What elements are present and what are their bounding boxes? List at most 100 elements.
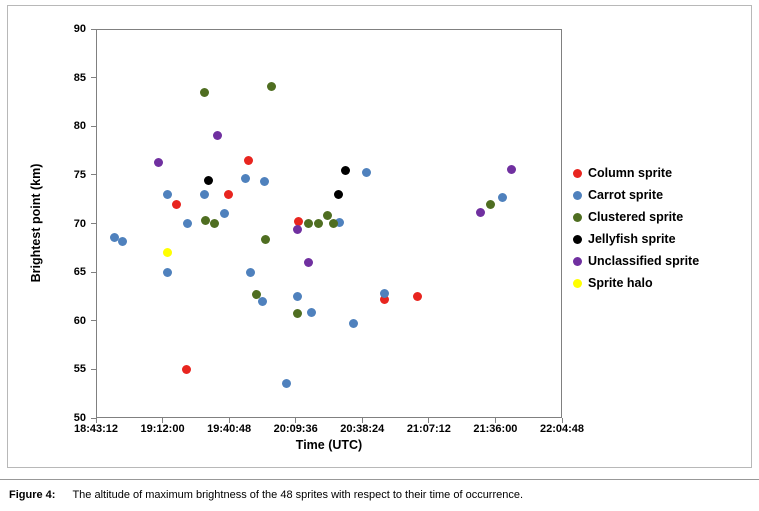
y-tick-mark (91, 417, 96, 419)
x-tick-mark (428, 418, 430, 423)
data-point-carrot-sprite (335, 218, 345, 228)
y-tick-mark (91, 320, 96, 322)
data-point-unclassified-sprite (292, 224, 302, 234)
data-point-jellyfish-sprite (333, 189, 343, 199)
y-tick-mark (91, 271, 96, 273)
x-tick-label: 22:04:48 (539, 423, 585, 435)
data-point-jellyfish-sprite (204, 176, 214, 186)
legend-marker-column-sprite (573, 168, 582, 178)
y-tick-label: 90 (73, 23, 86, 35)
legend-marker-carrot-sprite (573, 190, 582, 200)
data-point-carrot-sprite (200, 189, 210, 199)
data-point-carrot-sprite (258, 296, 268, 306)
data-point-unclassified-sprite (212, 131, 222, 141)
data-point-carrot-sprite (498, 192, 508, 202)
data-point-carrot-sprite (293, 291, 303, 301)
x-tick-mark (361, 418, 363, 423)
data-point-carrot-sprite (109, 232, 119, 242)
data-point-unclassified-sprite (506, 164, 516, 174)
data-point-carrot-sprite (118, 237, 128, 247)
figure-caption: Figure 4: The altitude of maximum bright… (9, 489, 749, 501)
data-point-carrot-sprite (306, 308, 316, 318)
data-point-column-sprite (379, 294, 389, 304)
data-point-clustered-sprite (328, 219, 338, 228)
figure-caption-text: The altitude of maximum brightness of th… (72, 489, 524, 501)
x-tick-mark (228, 418, 230, 423)
legend-label-unclassified-sprite: Unclassified sprite (588, 254, 700, 268)
data-point-column-sprite (182, 364, 192, 374)
x-tick-label: 19:40:48 (207, 423, 252, 435)
legend-label-column-sprite: Column sprite (588, 166, 673, 180)
data-point-carrot-sprite (220, 209, 230, 219)
data-point-clustered-sprite (303, 219, 313, 228)
x-tick-mark (162, 418, 164, 423)
data-point-carrot-sprite (348, 319, 358, 329)
legend-marker-unclassified-sprite (573, 256, 582, 266)
data-point-clustered-sprite (210, 219, 220, 228)
y-tick-mark (91, 28, 96, 30)
x-tick-label: 20:09:36 (273, 423, 318, 435)
data-point-clustered-sprite (201, 216, 211, 226)
y-tick-label: 60 (73, 314, 86, 327)
data-point-column-sprite (294, 217, 304, 227)
legend-marker-jellyfish-sprite (573, 234, 582, 244)
data-point-unclassified-sprite (154, 157, 164, 167)
y-tick-label: 85 (73, 71, 86, 84)
data-point-clustered-sprite (252, 289, 262, 299)
data-point-carrot-sprite (241, 174, 251, 184)
data-point-carrot-sprite (379, 289, 389, 299)
data-point-sprite-halo (162, 248, 172, 258)
data-point-clustered-sprite (322, 211, 332, 221)
data-point-column-sprite (243, 155, 253, 165)
legend-item-carrot-sprite: Carrot sprite (573, 188, 663, 202)
y-tick-mark (91, 174, 96, 176)
x-tick-label: 19:12:00 (140, 423, 185, 435)
legend-marker-sprite-halo (573, 278, 582, 288)
x-tick-mark (561, 418, 563, 423)
data-point-jellyfish-sprite (341, 165, 351, 175)
legend-label-sprite-halo: Sprite halo (588, 276, 653, 290)
x-tick-label: 21:07:12 (406, 423, 451, 435)
data-point-carrot-sprite (162, 267, 172, 277)
y-tick-label: 80 (73, 120, 86, 133)
data-point-carrot-sprite (259, 177, 269, 187)
legend-item-jellyfish-sprite: Jellyfish sprite (573, 232, 676, 246)
x-axis-title: Time (UTC) (295, 438, 363, 452)
data-point-carrot-sprite (281, 379, 291, 389)
legend-item-unclassified-sprite: Unclassified sprite (573, 254, 699, 268)
data-point-unclassified-sprite (304, 257, 314, 267)
x-tick-label: 18:43:12 (73, 423, 119, 435)
data-point-clustered-sprite (314, 219, 324, 228)
figure-caption-label: Figure 4: (9, 489, 56, 501)
data-point-clustered-sprite (485, 199, 495, 209)
legend-item-clustered-sprite: Clustered sprite (573, 210, 683, 224)
x-tick-mark (95, 418, 97, 423)
data-point-unclassified-sprite (476, 208, 486, 218)
y-tick-mark (91, 77, 96, 79)
y-tick-mark (91, 125, 96, 127)
y-tick-mark (91, 223, 96, 224)
y-tick-mark (91, 368, 96, 370)
y-tick-label: 70 (73, 217, 86, 230)
legend-item-sprite-halo: Sprite halo (573, 276, 653, 290)
y-tick-label: 75 (73, 168, 86, 181)
y-tick-label: 50 (73, 412, 86, 424)
data-point-clustered-sprite (266, 81, 276, 91)
data-point-clustered-sprite (200, 87, 210, 97)
data-point-clustered-sprite (292, 309, 302, 319)
legend-marker-clustered-sprite (573, 212, 582, 222)
data-point-column-sprite (413, 291, 423, 301)
figure-frame: Brightest point (km) Time (UTC) 50 55 60 65… (7, 5, 752, 468)
x-tick-mark (494, 418, 496, 423)
x-tick-label: 21:36:00 (473, 423, 518, 435)
caption-divider (0, 479, 759, 480)
legend-label-jellyfish-sprite: Jellyfish sprite (588, 232, 676, 246)
data-point-carrot-sprite (362, 168, 372, 178)
data-point-carrot-sprite (246, 267, 256, 277)
data-point-column-sprite (171, 199, 181, 209)
data-point-column-sprite (224, 189, 234, 199)
y-tick-label: 55 (73, 363, 86, 376)
legend-label-carrot-sprite: Carrot sprite (588, 188, 664, 202)
data-point-carrot-sprite (162, 189, 172, 199)
y-axis-title: Brightest point (km) (29, 163, 43, 283)
